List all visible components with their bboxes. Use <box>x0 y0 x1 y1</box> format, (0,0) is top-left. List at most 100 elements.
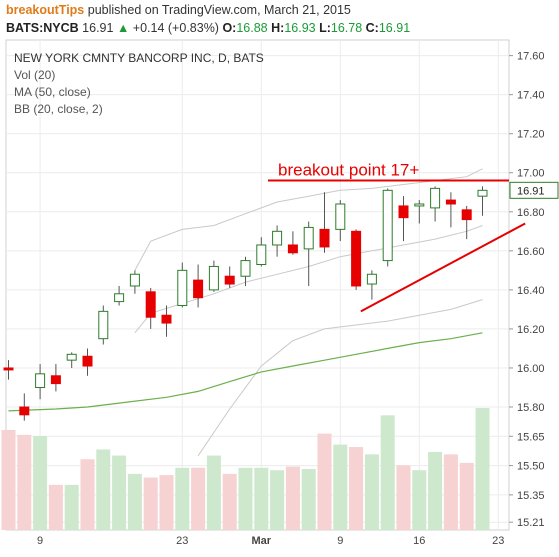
x-tick-label: 9 <box>337 535 343 547</box>
candles <box>3 186 488 421</box>
candle-body <box>50 375 61 385</box>
candle-body <box>414 203 425 207</box>
candle-body <box>287 244 298 254</box>
candle-body <box>256 244 267 266</box>
volume-bars <box>1 408 490 530</box>
y-tick-label: 17.40 <box>517 90 545 102</box>
plot-area <box>5 39 510 531</box>
candle <box>477 186 488 216</box>
low-label: L: <box>319 21 331 35</box>
y-tick-label: 16.20 <box>517 324 545 336</box>
y-tick-label: 16.00 <box>517 363 545 375</box>
volume-bar <box>349 447 364 530</box>
candle <box>19 393 30 421</box>
candle <box>272 225 283 257</box>
candle <box>303 221 314 286</box>
x-tick-label: Mar <box>252 535 272 547</box>
candle-body <box>335 203 346 230</box>
candle <box>35 364 46 400</box>
y-tick-label: 16.80 <box>517 207 545 219</box>
candle <box>177 262 188 308</box>
volume-indicator-label[interactable]: Vol (20) <box>14 68 56 82</box>
volume-bar <box>364 454 379 530</box>
x-tick-label: 23 <box>492 535 504 547</box>
candle-body <box>114 293 125 303</box>
candle <box>98 305 109 345</box>
candle-body <box>382 189 393 262</box>
y-tick-label: 17.00 <box>517 168 545 180</box>
candle <box>287 231 298 255</box>
candle-body <box>19 406 30 416</box>
y-tick-label: 15.50 <box>517 461 545 473</box>
candle-body <box>3 367 14 371</box>
candle-body <box>161 314 172 324</box>
volume-bar <box>412 470 427 530</box>
candle <box>224 266 235 288</box>
candle <box>382 188 393 267</box>
candle-body <box>351 230 362 287</box>
volume-bar <box>159 475 174 530</box>
candle-body <box>193 279 204 299</box>
candle <box>240 256 251 286</box>
close-label: C: <box>365 21 379 35</box>
volume-bar <box>443 454 458 530</box>
volume-bar <box>333 444 348 530</box>
candle-body <box>177 269 188 306</box>
candle <box>414 200 425 224</box>
high-label: H: <box>271 21 285 35</box>
candle <box>256 237 267 267</box>
moving-average-label[interactable]: MA (50, close) <box>14 85 91 99</box>
volume-bar <box>127 473 142 530</box>
quote-line: BATS:NYCB 16.91 ▲ +0.14 (+0.83%) O:16.88… <box>6 21 410 35</box>
y-tick-label: 17.20 <box>517 129 545 141</box>
candle <box>114 285 125 306</box>
symbol-label: BATS:NYCB <box>6 21 79 35</box>
bollinger-bands-label[interactable]: BB (20, close, 2) <box>14 102 103 116</box>
volume-bar <box>475 408 490 530</box>
candle <box>193 264 204 308</box>
candle-body <box>35 373 46 388</box>
volume-bar <box>396 465 411 530</box>
candle <box>319 192 330 253</box>
publish-line: breakoutTips published on TradingView.co… <box>6 3 351 17</box>
candle-body <box>445 199 456 205</box>
candle-body <box>208 265 219 291</box>
volume-bar <box>64 484 79 530</box>
instrument-title: NEW YORK CMNTY BANCORP INC, D, BATS <box>14 51 264 65</box>
last-price: 16.91 <box>82 21 114 35</box>
candle-body <box>82 355 93 367</box>
candle-body <box>477 189 488 197</box>
candle <box>445 192 456 228</box>
volume-bar <box>254 467 269 530</box>
bollinger-lower-line <box>197 299 483 457</box>
breakout-annotation-text: breakout point 17+ <box>278 161 419 180</box>
candle-body <box>129 273 140 287</box>
candle <box>161 305 172 337</box>
x-tick-label: 9 <box>37 535 43 547</box>
publisher-name[interactable]: breakoutTips <box>6 3 85 17</box>
candle <box>3 360 14 380</box>
volume-bar <box>380 415 395 530</box>
low-value: 16.78 <box>330 21 363 35</box>
candle <box>461 205 472 240</box>
candle <box>398 196 409 242</box>
volume-bar <box>17 434 32 530</box>
open-value: 16.88 <box>236 21 268 35</box>
volume-bar <box>191 467 206 530</box>
close-value: 16.91 <box>378 21 411 35</box>
candle <box>430 186 441 222</box>
support-trendline <box>360 222 526 313</box>
candle-body <box>224 275 235 285</box>
candle-body <box>98 310 109 340</box>
y-tick-label: 16.40 <box>517 285 545 297</box>
volume-bar <box>206 455 221 530</box>
volume-bar <box>301 469 316 530</box>
high-value: 16.93 <box>284 21 316 35</box>
candle-body <box>430 187 441 209</box>
candle-body <box>461 209 472 221</box>
y-tick-label: 15.80 <box>517 402 545 414</box>
volume-bar <box>48 484 63 530</box>
candle <box>366 270 377 300</box>
up-triangle-icon: ▲ <box>116 21 130 35</box>
